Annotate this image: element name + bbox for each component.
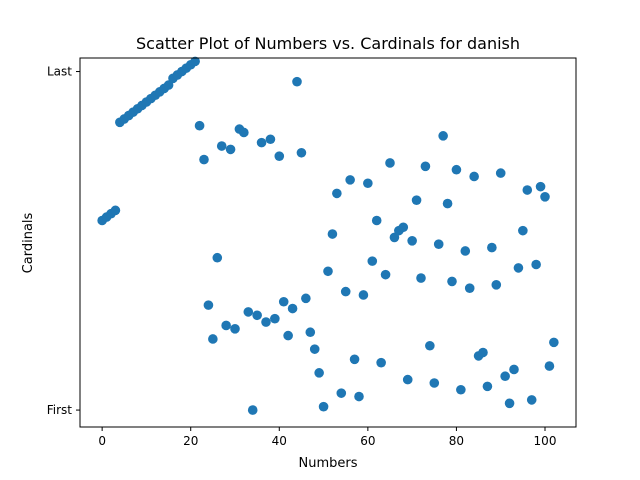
data-point — [385, 158, 395, 168]
data-point — [243, 307, 254, 317]
data-point — [398, 222, 409, 233]
data-point — [407, 236, 417, 246]
data-point — [535, 181, 546, 192]
data-point — [460, 246, 471, 256]
data-point — [230, 324, 240, 334]
data-point — [433, 239, 444, 249]
data-point — [225, 144, 236, 155]
data-point — [513, 263, 524, 273]
data-point — [509, 364, 519, 375]
data-point — [482, 381, 493, 392]
chart-title: Scatter Plot of Numbers vs. Cardinals fo… — [136, 34, 520, 53]
data-point — [301, 293, 311, 304]
data-point — [110, 205, 121, 216]
data-point — [491, 280, 502, 290]
x-tick-label: 80 — [449, 434, 464, 448]
data-point — [363, 178, 373, 189]
data-point — [309, 344, 320, 354]
data-point — [327, 229, 338, 239]
data-point — [345, 175, 355, 185]
y-tick-label: First — [47, 403, 73, 417]
data-point — [216, 141, 227, 151]
data-point — [163, 80, 174, 90]
data-point — [332, 188, 342, 199]
data-point — [456, 384, 466, 395]
data-point — [340, 286, 351, 297]
data-point — [504, 398, 515, 409]
data-point — [376, 357, 386, 368]
x-axis-label: Numbers — [299, 456, 358, 471]
data-point — [438, 131, 448, 141]
data-point — [270, 313, 280, 324]
data-point — [549, 337, 559, 348]
data-point — [203, 300, 214, 310]
data-point — [287, 303, 298, 314]
data-point — [416, 273, 426, 283]
data-point — [442, 198, 453, 209]
data-point — [256, 137, 267, 148]
y-axis-label: Cardinals — [21, 212, 36, 273]
data-point — [208, 334, 218, 344]
data-point — [451, 164, 462, 175]
data-point — [478, 347, 488, 358]
data-point — [389, 232, 400, 243]
data-point — [265, 134, 276, 145]
data-point — [194, 120, 205, 131]
data-point — [354, 391, 364, 402]
data-point — [252, 310, 262, 321]
data-point — [464, 283, 475, 294]
data-point — [429, 378, 440, 388]
data-point — [540, 191, 550, 202]
data-point — [296, 147, 307, 158]
data-point — [292, 76, 302, 87]
data-point — [190, 56, 200, 67]
data-point — [221, 320, 231, 331]
data-point — [522, 185, 533, 195]
x-tick-label: 60 — [360, 434, 375, 448]
data-point — [199, 154, 209, 165]
data-point — [495, 168, 506, 178]
data-point — [261, 317, 271, 327]
data-point — [349, 354, 360, 365]
data-point — [367, 256, 378, 266]
data-point — [447, 276, 457, 287]
data-point — [380, 269, 391, 280]
data-point — [526, 395, 537, 405]
data-point — [336, 388, 347, 398]
data-point — [531, 259, 541, 270]
data-point — [239, 127, 249, 138]
data-point — [402, 374, 413, 385]
data-point — [314, 368, 324, 378]
data-point — [518, 225, 528, 236]
axis-ticks: 0 20 40 60 80 100 First Last — [47, 65, 557, 448]
x-tick-label: 100 — [534, 434, 557, 448]
data-point — [247, 405, 258, 415]
data-point — [278, 296, 289, 307]
data-point — [500, 371, 510, 382]
data-point — [425, 340, 435, 351]
data-point — [420, 161, 431, 172]
data-point — [469, 171, 479, 182]
data-point — [212, 252, 223, 263]
data-point — [283, 330, 293, 341]
data-point — [274, 151, 285, 161]
data-point — [411, 195, 422, 205]
x-tick-label: 20 — [183, 434, 198, 448]
data-point — [358, 290, 369, 300]
data-point — [371, 215, 382, 226]
x-tick-label: 0 — [98, 434, 106, 448]
x-tick-label: 40 — [272, 434, 287, 448]
data-point — [487, 242, 497, 253]
data-points — [97, 56, 559, 415]
data-point — [305, 327, 316, 338]
data-point — [323, 266, 333, 277]
y-tick-label: Last — [47, 65, 72, 79]
plot-frame — [79, 57, 577, 428]
data-point — [544, 361, 555, 371]
data-point — [318, 401, 329, 412]
